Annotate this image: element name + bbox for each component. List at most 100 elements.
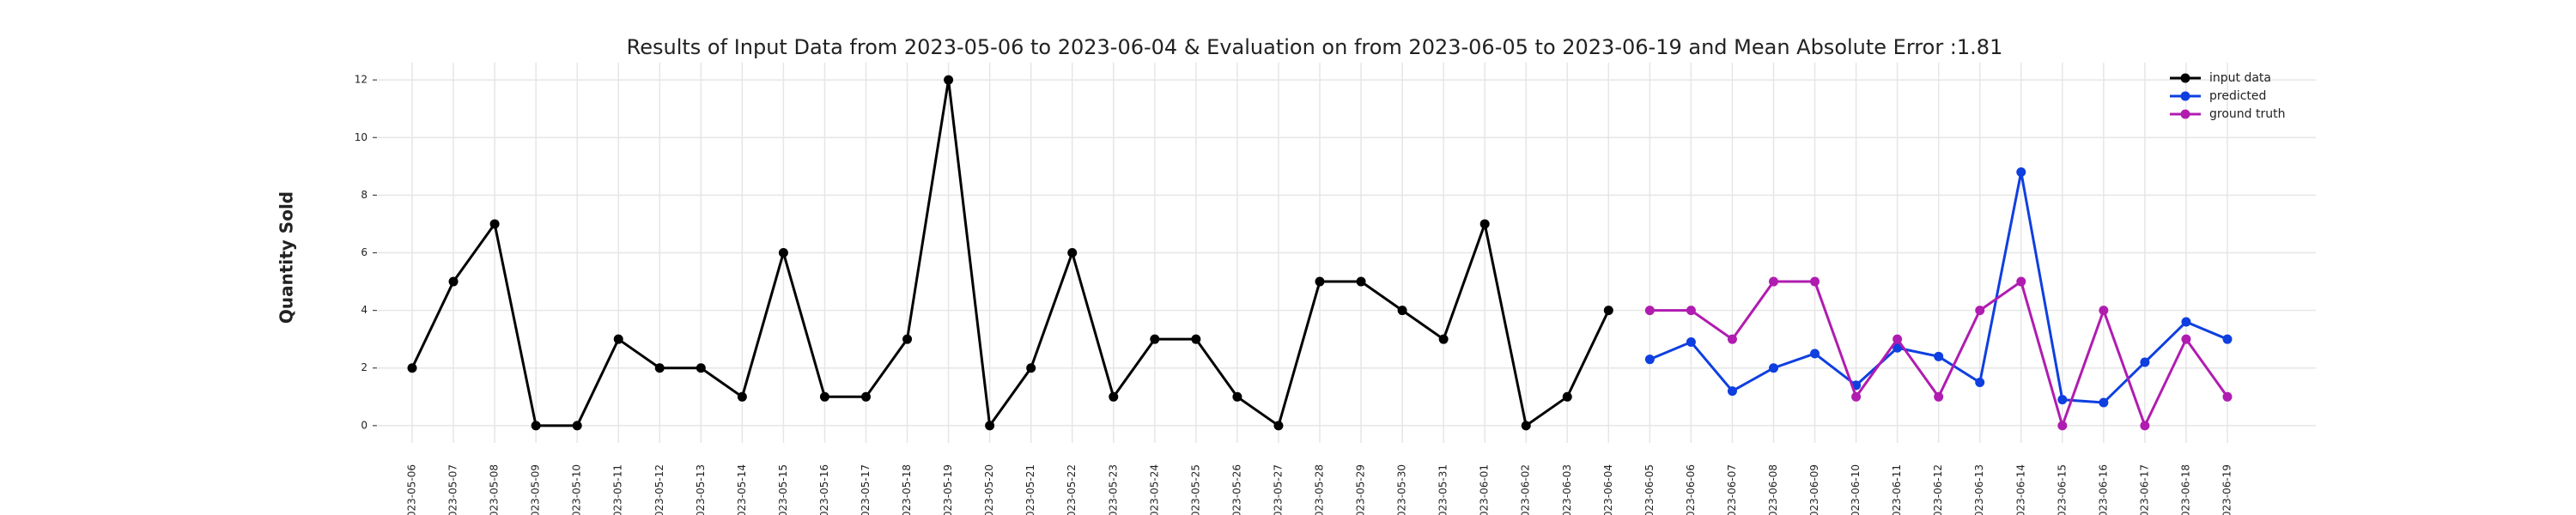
legend-marker xyxy=(2180,109,2190,119)
x-tick-label: 2023-05-20 xyxy=(983,464,995,515)
point xyxy=(819,391,829,402)
x-tick-label: 2023-05-17 xyxy=(860,464,872,515)
point xyxy=(1727,334,1737,344)
point xyxy=(985,421,995,431)
point xyxy=(1810,348,1820,359)
legend-label: predicted xyxy=(2209,89,2266,103)
point xyxy=(1644,306,1655,316)
point xyxy=(1851,391,1862,402)
x-tick-label: 2023-05-24 xyxy=(1148,464,1160,515)
y-tick-label: 0 xyxy=(361,419,368,431)
legend-label: ground truth xyxy=(2209,107,2285,121)
point xyxy=(1273,421,1284,431)
legend-marker xyxy=(2180,73,2190,83)
x-tick-label: 2023-05-19 xyxy=(942,464,954,515)
point xyxy=(2140,421,2150,431)
point xyxy=(572,421,582,431)
point xyxy=(902,334,913,344)
point xyxy=(1109,391,1119,402)
x-tick-label: 2023-06-15 xyxy=(2056,464,2068,515)
point xyxy=(2016,276,2026,287)
point xyxy=(1397,306,1407,316)
point xyxy=(1893,334,1903,344)
point xyxy=(2016,167,2026,178)
point xyxy=(1315,276,1325,287)
x-tick-label: 2023-06-09 xyxy=(1808,464,1820,515)
point xyxy=(2181,334,2191,344)
point xyxy=(1603,306,1613,316)
x-tick-label: 2023-05-27 xyxy=(1272,464,1284,515)
point xyxy=(1562,391,1572,402)
y-tick-label: 2 xyxy=(361,361,368,373)
point xyxy=(2099,306,2109,316)
point xyxy=(1893,342,1903,353)
x-tick-label: 2023-06-13 xyxy=(1973,464,1985,515)
point xyxy=(1067,248,1078,258)
y-tick-label: 4 xyxy=(361,304,368,316)
x-tick-label: 2023-06-12 xyxy=(1932,464,1944,515)
point xyxy=(1975,378,1985,388)
point xyxy=(861,391,871,402)
point xyxy=(1934,391,1944,402)
point xyxy=(1769,363,1778,373)
x-tick-label: 2023-06-06 xyxy=(1685,464,1697,515)
x-tick-label: 2023-05-25 xyxy=(1189,464,1201,515)
point xyxy=(737,391,747,402)
point xyxy=(1810,276,1820,287)
x-tick-label: 2023-05-13 xyxy=(695,464,707,515)
y-tick-label: 6 xyxy=(361,246,368,258)
point xyxy=(2181,317,2191,327)
point xyxy=(1191,334,1201,344)
point xyxy=(1975,306,1985,316)
point xyxy=(1150,334,1160,344)
point xyxy=(2140,357,2150,367)
point xyxy=(613,334,623,344)
point xyxy=(1769,276,1778,287)
point xyxy=(1479,219,1490,229)
x-tick-label: 2023-05-23 xyxy=(1107,464,1119,515)
x-tick-label: 2023-06-04 xyxy=(1602,464,1614,515)
y-axis-label: Quantity Sold xyxy=(276,191,297,324)
point xyxy=(2057,395,2068,405)
point xyxy=(1686,337,1696,348)
y-tick-label: 8 xyxy=(361,189,368,201)
x-tick-label: 2023-06-08 xyxy=(1767,464,1779,515)
x-tick-label: 2023-06-01 xyxy=(1479,464,1491,515)
point xyxy=(2222,391,2233,402)
point xyxy=(654,363,665,373)
x-tick-label: 2023-06-11 xyxy=(1891,464,1903,515)
x-tick-label: 2023-05-18 xyxy=(901,464,913,515)
x-tick-label: 2023-05-31 xyxy=(1437,464,1449,515)
x-tick-label: 2023-05-28 xyxy=(1314,464,1326,515)
series-line xyxy=(410,79,1610,429)
point xyxy=(696,363,706,373)
x-tick-label: 2023-05-16 xyxy=(818,464,830,515)
x-tick-label: 2023-06-05 xyxy=(1643,464,1656,515)
point xyxy=(1521,421,1531,431)
point xyxy=(489,219,500,229)
x-tick-label: 2023-05-26 xyxy=(1230,464,1242,515)
point xyxy=(1232,391,1242,402)
x-tick-label: 2023-05-14 xyxy=(736,464,748,515)
x-tick-label: 2023-06-16 xyxy=(2097,464,2109,515)
x-tick-label: 2023-06-14 xyxy=(2014,464,2026,515)
point xyxy=(2222,334,2233,344)
point xyxy=(1356,276,1366,287)
point xyxy=(448,276,459,287)
point xyxy=(1934,351,1944,361)
x-tick-label: 2023-05-15 xyxy=(777,464,789,515)
x-tick-label: 2023-05-09 xyxy=(530,464,542,515)
x-tick-label: 2023-05-30 xyxy=(1396,464,1408,515)
legend-marker xyxy=(2180,91,2190,101)
point xyxy=(1438,334,1449,344)
x-tick-label: 2023-05-06 xyxy=(406,464,418,515)
x-tick-label: 2023-06-02 xyxy=(1520,464,1532,515)
x-tick-label: 2023-05-11 xyxy=(612,464,624,515)
x-tick-label: 2023-06-19 xyxy=(2221,464,2233,515)
x-tick-label: 2023-05-22 xyxy=(1066,464,1078,515)
point xyxy=(778,248,788,258)
y-tick-label: 10 xyxy=(355,131,368,143)
x-tick-label: 2023-05-12 xyxy=(653,464,665,515)
x-tick-label: 2023-05-21 xyxy=(1024,464,1036,515)
point xyxy=(407,363,417,373)
